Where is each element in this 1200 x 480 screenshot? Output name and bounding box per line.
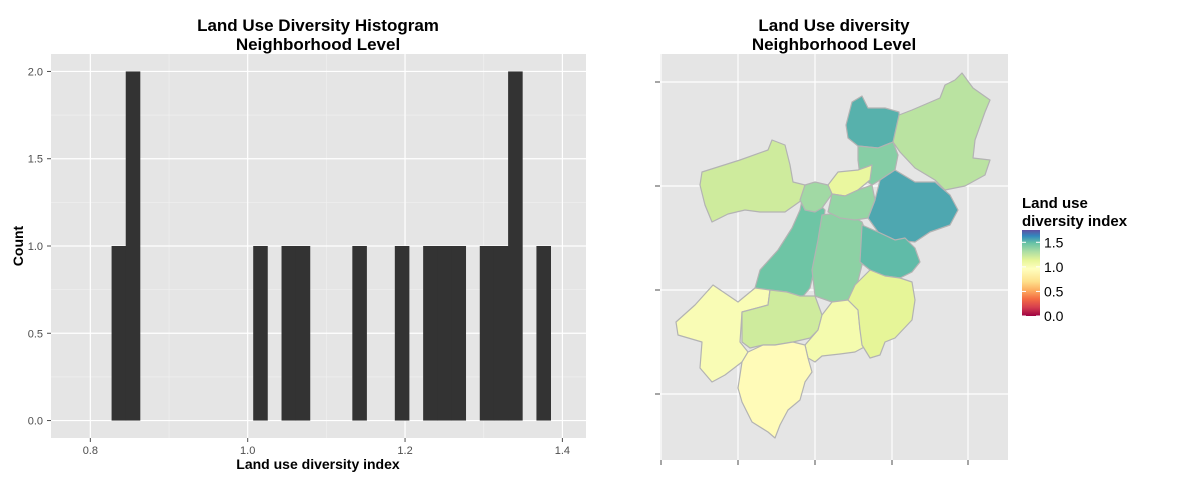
histogram-bar [111,246,127,421]
map-title-line2: Neighborhood Level [752,35,916,54]
histogram-bar [253,246,268,421]
histogram-bar [394,246,410,421]
choropleth-map: Land Use diversity Neighborhood Level [655,16,1128,465]
legend-title-line2: diversity index [1022,213,1128,230]
histogram-bar [479,246,495,421]
legend-tick-label: 0.0 [1044,308,1064,324]
histogram-y-tick-label: 0.0 [28,416,43,428]
legend-tick-label: 1.5 [1044,234,1064,250]
map-region [867,169,959,243]
legend-tick-label: 0.5 [1044,283,1064,299]
histogram-x-axis-label: Land use diversity index [236,456,400,472]
histogram-x-tick-label: 1.0 [240,445,255,457]
histogram-title-line2: Neighborhood Level [236,35,400,54]
histogram-x-ticks: 0.8 1.0 1.2 1.4 [83,438,570,457]
histogram-bar [295,246,311,421]
histogram-y-tick-label: 0.5 [28,328,43,340]
histogram-bar [125,71,141,421]
legend-colorbar [1022,230,1040,316]
histogram-y-axis-label: Count [10,225,26,266]
histogram-x-tick-label: 0.8 [83,445,98,457]
histogram-bar [493,246,509,421]
histogram-y-tick-label: 2.0 [28,66,43,78]
histogram-bar [437,246,452,421]
histogram-bars [111,71,551,421]
histogram-bar [352,246,367,421]
histogram-bar [508,71,523,421]
histogram-bar [423,246,438,421]
histogram-bar [536,246,551,421]
legend-title-line1: Land use [1022,195,1088,212]
map-region [799,181,833,213]
histogram-bar [451,246,467,421]
histogram-title-line1: Land Use Diversity Histogram [197,16,439,35]
histogram-y-ticks: 0.0 0.5 1.0 1.5 2.0 [28,66,51,428]
map-region [737,341,813,439]
legend-ticks: 1.5 1.0 0.5 0.0 [1022,234,1064,324]
map-region [827,184,876,221]
histogram-bar [281,246,297,421]
legend-tick-label: 1.0 [1044,259,1064,275]
map-title-line1: Land Use diversity [758,16,910,35]
map-regions [675,72,991,439]
histogram-y-tick-label: 1.5 [28,154,43,166]
map-region [892,72,991,191]
histogram-x-tick-label: 1.4 [555,445,570,457]
histogram-chart: Land Use Diversity Histogram Neighborhoo… [10,16,586,472]
map-region [804,299,869,363]
histogram-y-tick-label: 1.0 [28,241,43,253]
histogram-x-tick-label: 1.2 [397,445,412,457]
map-axis-ticks [655,81,969,465]
map-region [859,224,921,279]
map-region [847,269,916,359]
